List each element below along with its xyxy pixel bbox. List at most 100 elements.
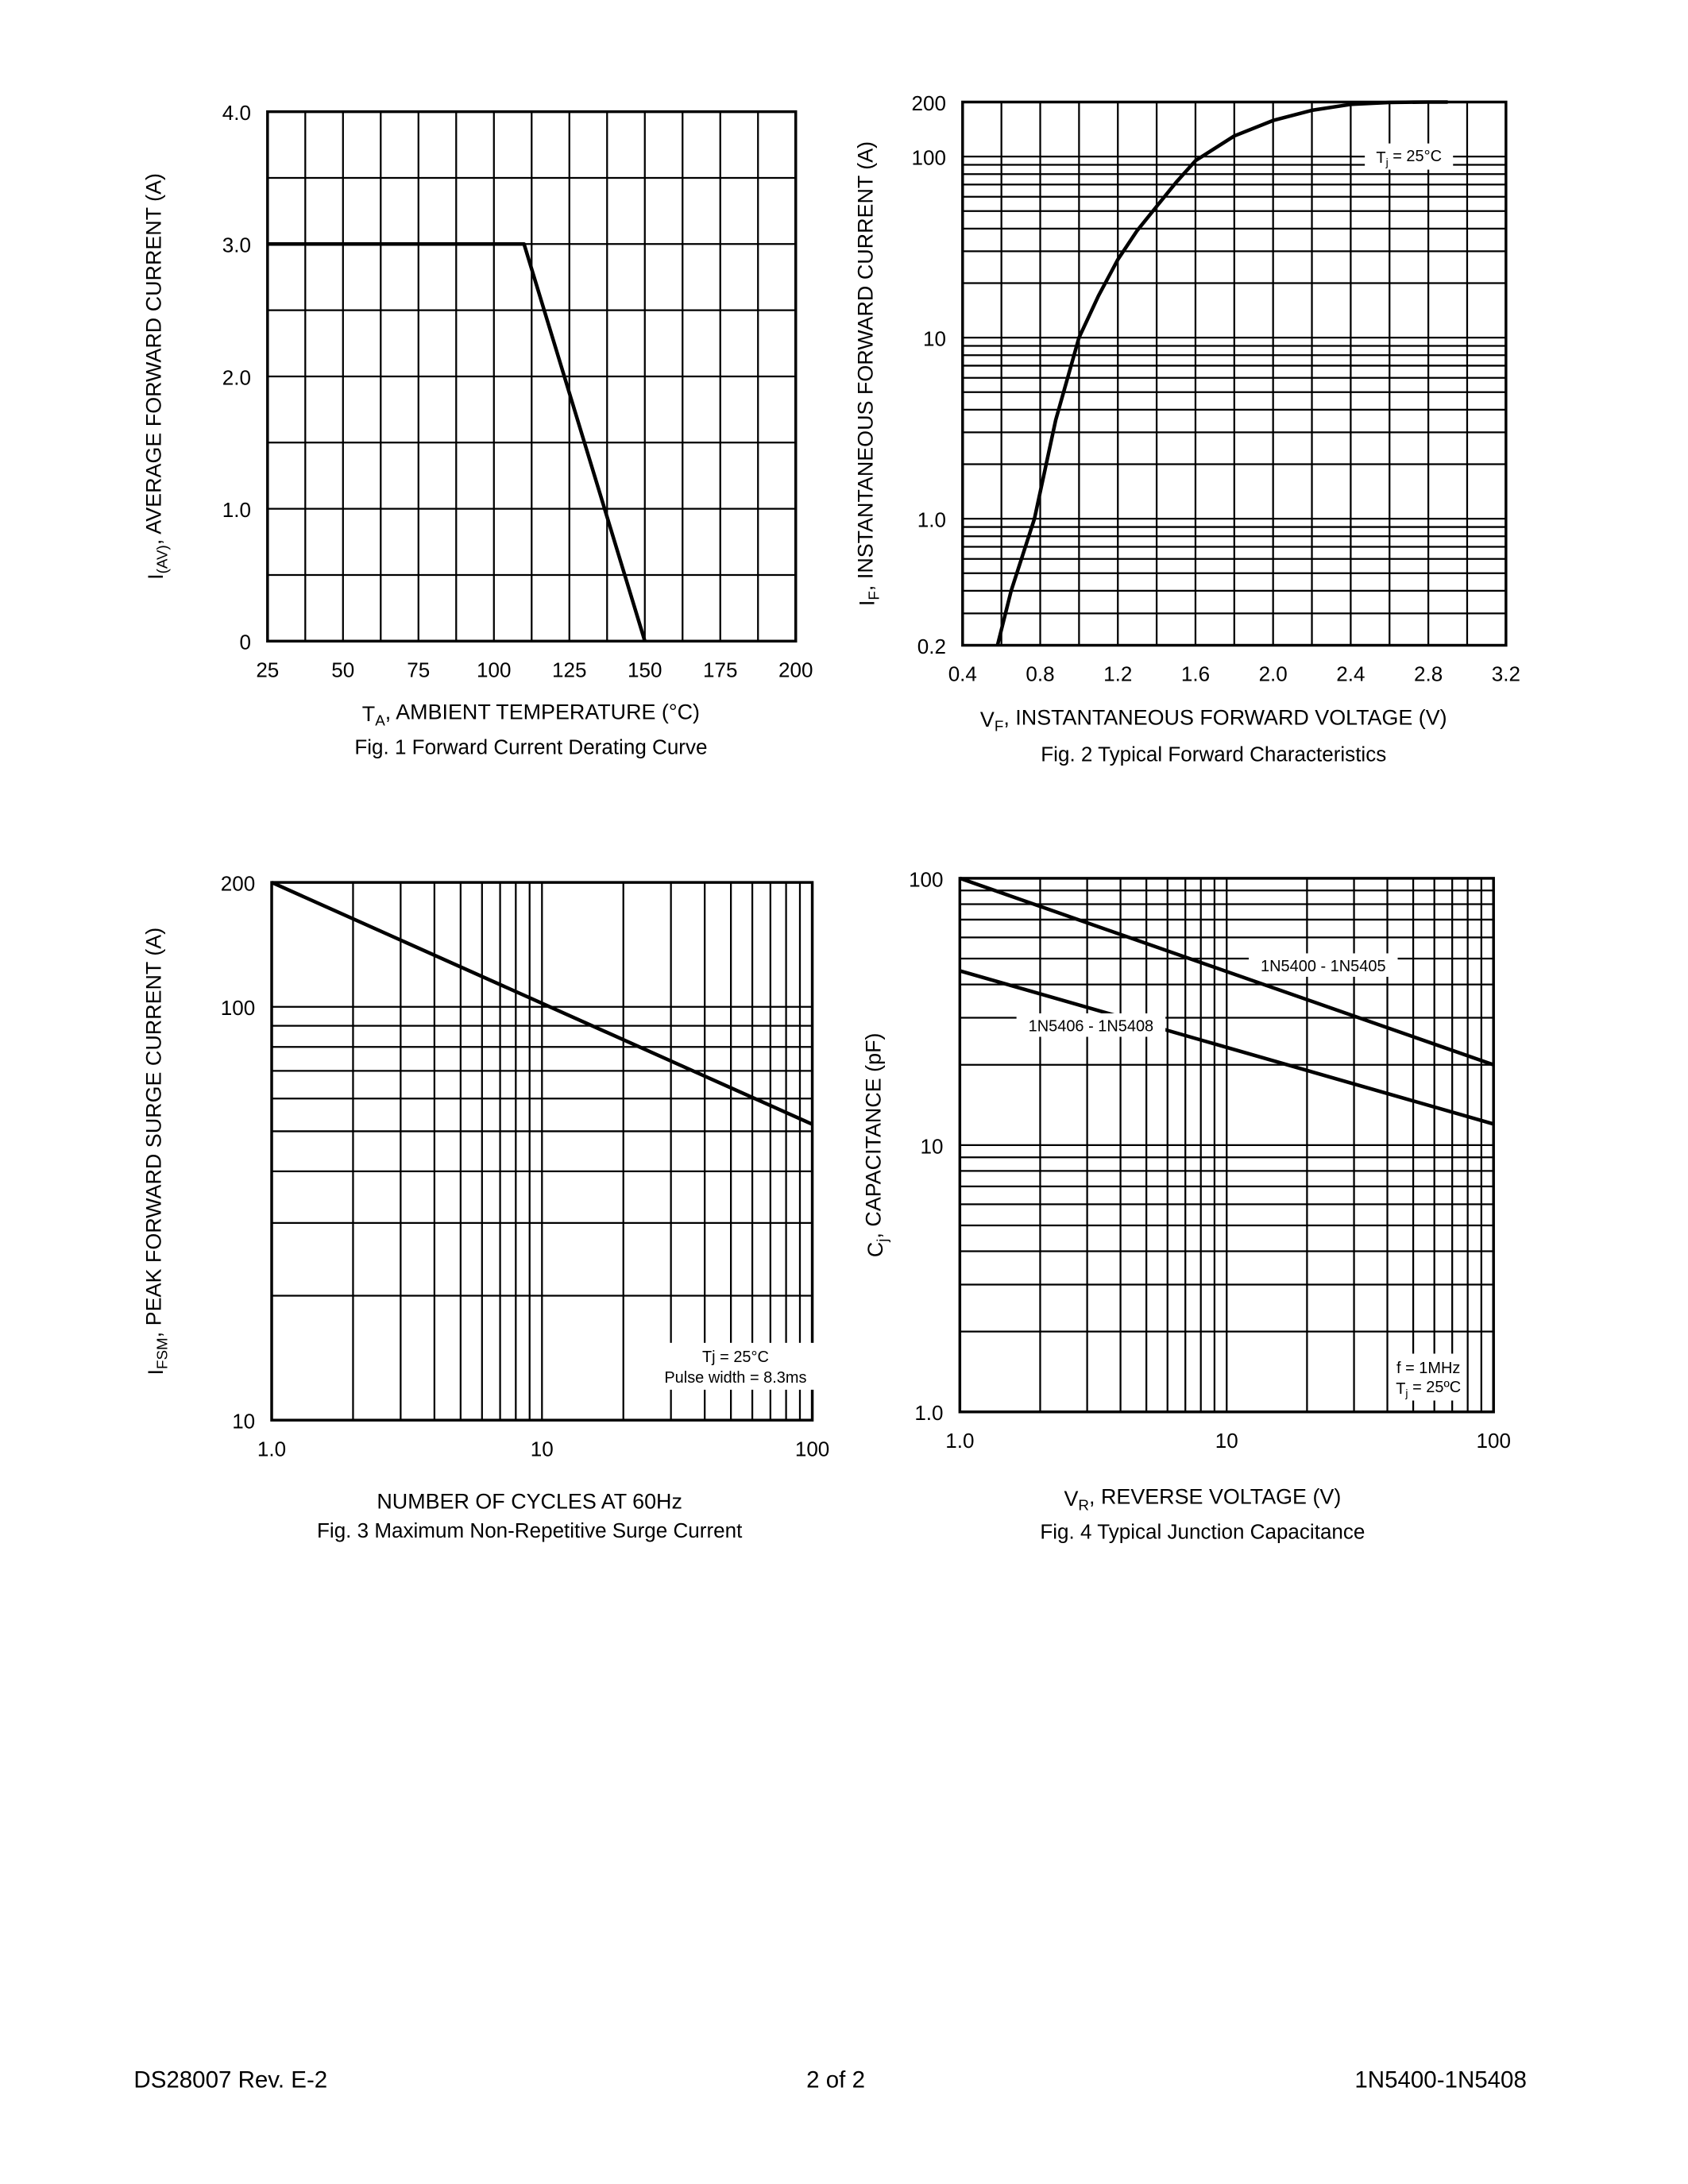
y-tick-label: 100 (909, 867, 943, 891)
plot-frame (961, 100, 1508, 647)
x-axis-label-rest: , INSTANTANEOUS FORWARD VOLTAGE (V) (1003, 706, 1447, 730)
plot-frame (958, 877, 1495, 1414)
annotation-text-main: Pulse width = 8.3ms (664, 1369, 806, 1387)
y-tick-label: 0.2 (917, 635, 946, 658)
annotation-text: Tj = 25ºC (1396, 1379, 1461, 1399)
footer-part-numbers: 1N5400-1N5408 (1354, 2066, 1527, 2093)
y-axis-label: IFSM, PEAK FORWARD SURGE CURRENT (A) (141, 928, 170, 1376)
figure-caption: Fig. 4 Typical Junction Capacitance (1040, 1519, 1365, 1543)
figure-caption: Fig. 2 Typical Forward Characteristics (1041, 742, 1386, 766)
x-tick-label: 100 (1476, 1429, 1510, 1453)
x-axis-label-subscript: A (375, 712, 385, 729)
y-axis-label-subscript: j (874, 1239, 890, 1243)
y-axis-label-rest: , AVERAGE FORWARD CURRENT (A) (141, 173, 165, 545)
y-tick-label: 10 (232, 1410, 255, 1433)
annotation-text-main: f = 1MHz (1396, 1360, 1460, 1377)
figure-caption: Fig. 3 Maximum Non-Repetitive Surge Curr… (317, 1518, 743, 1542)
annotation-text: f = 1MHz (1396, 1360, 1460, 1377)
y-axis-label-main: I (856, 600, 879, 606)
x-axis-label-main: T (362, 702, 375, 726)
series-line-1 (271, 881, 813, 1126)
y-axis-label-rest: , INSTANTANEOUS FORWARD CURRENT (A) (853, 141, 877, 591)
y-axis-label-subscript: FSM (154, 1337, 171, 1369)
series-label: 1N5406 - 1N5408 (1029, 1018, 1154, 1036)
x-tick-label: 0.8 (1026, 662, 1054, 686)
annotation-text-subscript: j (1404, 1387, 1408, 1399)
x-tick-label: 125 (552, 658, 586, 681)
x-tick-label: 1.0 (257, 1437, 286, 1461)
chart-fig1: 25 50 75 100 125 150 175 200 0 1.0 2.0 3.0 4.0 TA, AM… (141, 101, 813, 759)
y-tick-label: 100 (221, 996, 255, 1020)
x-tick-label: 75 (407, 658, 430, 681)
x-axis-label-main: V (1064, 1487, 1078, 1511)
y-tick-label: 10 (923, 327, 946, 351)
x-tick-label: 1.0 (945, 1429, 974, 1453)
y-axis-label-rest: , PEAK FORWARD SURGE CURRENT (A) (141, 928, 165, 1337)
x-tick-label: 3.2 (1492, 662, 1520, 686)
x-tick-label: 25 (256, 658, 279, 681)
y-tick-label: 200 (912, 91, 946, 115)
plot-frame (270, 881, 814, 1422)
x-tick-label: 50 (331, 658, 354, 681)
y-axis-label-subscript: (AV) (154, 545, 171, 573)
x-axis-label-main: NUMBER OF CYCLES AT 60Hz (377, 1489, 682, 1513)
annotation-text-main: Tj = 25°C (702, 1349, 769, 1366)
y-tick-label: 0 (239, 631, 250, 654)
chart-fig2: 0.4 0.8 1.2 1.6 2.0 2.4 2.8 3.2 0.2 1.0 10 100 200 Tj… (853, 91, 1520, 766)
x-tick-label: 150 (628, 658, 662, 681)
footer-doc-number: DS28007 Rev. E-2 (133, 2066, 327, 2093)
y-axis-label-main: I (144, 1369, 168, 1375)
x-tick-label: 10 (531, 1437, 554, 1461)
y-axis-label-main: C (863, 1242, 887, 1257)
x-tick-label: 200 (778, 658, 813, 681)
series-line-1 (959, 876, 1494, 1067)
series-line-1 (267, 242, 647, 642)
x-tick-label: 2.0 (1259, 662, 1288, 686)
annotation-box (1393, 1353, 1463, 1401)
annotation-text-rest: = 25°C (1389, 148, 1442, 165)
x-axis-label-main: V (980, 708, 995, 731)
x-tick-label: 100 (477, 658, 511, 681)
series-line-1 (995, 100, 1448, 646)
figure-caption: Fig. 1 Forward Current Derating Curve (354, 735, 707, 759)
y-axis-label: Cj, CAPACITANCE (pF) (862, 1033, 890, 1258)
annotation-text: Tj = 25°C (702, 1349, 769, 1366)
y-axis-label-subscript: F (865, 591, 882, 600)
x-tick-label: 2.8 (1414, 662, 1443, 686)
y-axis-label-rest: , CAPACITANCE (pF) (862, 1033, 886, 1239)
x-axis-label-subscript: R (1078, 1496, 1089, 1513)
annotation-text-rest: = 25ºC (1408, 1379, 1462, 1396)
y-axis-label: I(AV), AVERAGE FORWARD CURRENT (A) (141, 173, 170, 580)
x-tick-label: 1.6 (1181, 662, 1210, 686)
annotation-box (648, 1342, 823, 1390)
x-axis-label: VF, INSTANTANEOUS FORWARD VOLTAGE (V) (980, 706, 1447, 735)
x-axis-label-subscript: F (995, 718, 1004, 735)
x-tick-label: 175 (703, 658, 737, 681)
y-tick-label: 4.0 (222, 101, 251, 125)
x-tick-label: 2.4 (1336, 662, 1365, 686)
series-label-background (1249, 953, 1398, 977)
annotation-text: Tj = 25°C (1376, 148, 1442, 168)
x-axis-label-rest: , AMBIENT TEMPERATURE (°C) (385, 700, 700, 724)
y-tick-label: 10 (921, 1134, 944, 1158)
annotation-text-main: T (1376, 149, 1385, 167)
x-tick-label: 100 (795, 1437, 829, 1461)
annotation-text-main: T (1396, 1380, 1405, 1398)
y-axis-label-main: I (144, 573, 168, 579)
series-label: 1N5400 - 1N5405 (1261, 958, 1386, 975)
y-tick-label: 200 (221, 872, 255, 896)
footer-page-number: 2 of 2 (806, 2066, 865, 2093)
chart-fig4: 1.0 10 100 1.0 10 100 1N5400 - 1N5405 1N5406 - … (862, 867, 1511, 1543)
x-tick-label: 0.4 (948, 662, 977, 686)
x-axis-label: VR, REVERSE VOLTAGE (V) (1064, 1484, 1341, 1513)
y-tick-label: 1.0 (222, 498, 251, 522)
annotation-text: Pulse width = 8.3ms (664, 1369, 806, 1387)
x-axis-label: TA, AMBIENT TEMPERATURE (°C) (362, 700, 700, 729)
x-tick-label: 1.2 (1103, 662, 1132, 686)
series-label-background (1016, 1013, 1166, 1037)
annotation-text-subscript: j (1385, 156, 1389, 168)
y-axis-label: IF, INSTANTANEOUS FORWARD CURRENT (A) (853, 141, 882, 606)
